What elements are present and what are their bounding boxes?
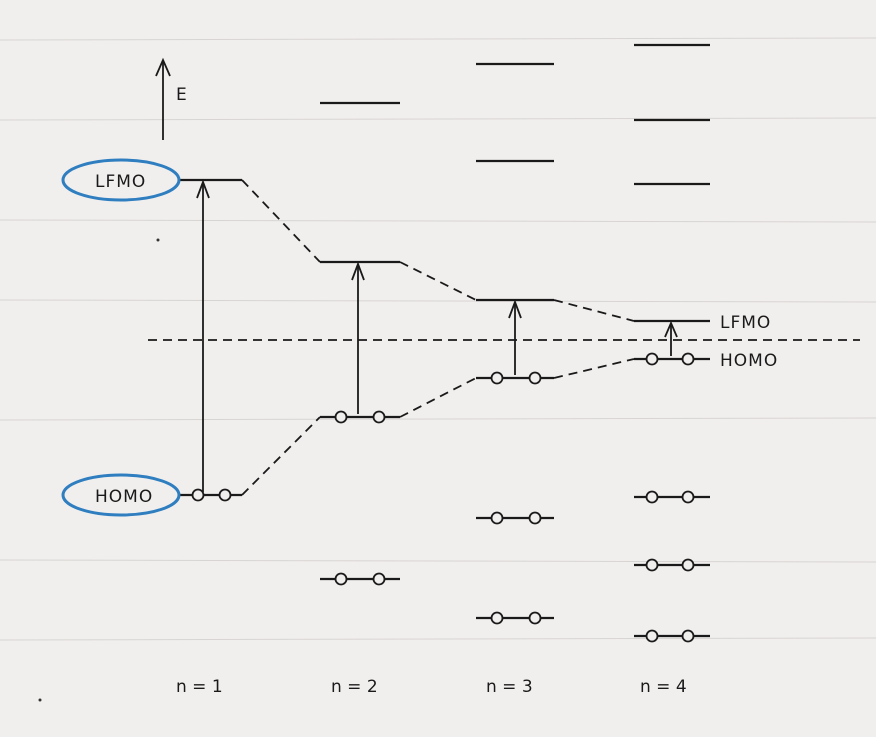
energy-axis: E xyxy=(155,57,188,140)
electron-n1-a xyxy=(191,488,205,502)
homo-highlight-ellipse xyxy=(61,473,181,517)
column-n1 xyxy=(180,178,242,502)
energy-axis-label: E xyxy=(176,85,188,105)
homo-label-right: HOMO xyxy=(720,351,778,371)
homo-correlation-line xyxy=(241,358,635,496)
electron-n3-c xyxy=(490,511,504,525)
electron-n4-h xyxy=(681,629,695,643)
correlation-lines xyxy=(241,179,635,496)
electron-n4-b xyxy=(681,352,695,366)
column-n2 xyxy=(320,101,400,586)
column-label-n2: n = 2 xyxy=(331,677,378,697)
electron-n2-b xyxy=(372,410,386,424)
scan-speck xyxy=(156,238,160,242)
column-label-n3: n = 3 xyxy=(486,677,533,697)
electron-n4-g xyxy=(645,629,659,643)
electron-n3-b xyxy=(528,371,542,385)
column-n3 xyxy=(476,62,554,625)
homo-label-left: HOMO xyxy=(95,487,153,507)
electron-n4-f xyxy=(681,558,695,572)
electron-n4-e xyxy=(645,558,659,572)
column-label-n1: n = 1 xyxy=(176,677,223,697)
electron-n3-d xyxy=(528,511,542,525)
paper-texture xyxy=(0,37,876,641)
electron-n2-d xyxy=(372,572,386,586)
column-n4 xyxy=(634,43,710,643)
lfmo-label-left: LFMO xyxy=(95,172,146,192)
electron-n3-f xyxy=(528,611,542,625)
electron-n3-e xyxy=(490,611,504,625)
scan-speck xyxy=(38,698,42,702)
lfmo-correlation-line xyxy=(241,179,635,322)
electron-n4-d xyxy=(681,490,695,504)
electron-n2-a xyxy=(334,410,348,424)
electron-n1-b xyxy=(218,488,232,502)
electron-n4-a xyxy=(645,352,659,366)
column-label-n4: n = 4 xyxy=(640,677,687,697)
lfmo-label-right: LFMO xyxy=(720,313,771,333)
electron-n4-c xyxy=(645,490,659,504)
electron-n2-c xyxy=(334,572,348,586)
lfmo-highlight-ellipse xyxy=(61,158,181,202)
electron-n3-a xyxy=(490,371,504,385)
